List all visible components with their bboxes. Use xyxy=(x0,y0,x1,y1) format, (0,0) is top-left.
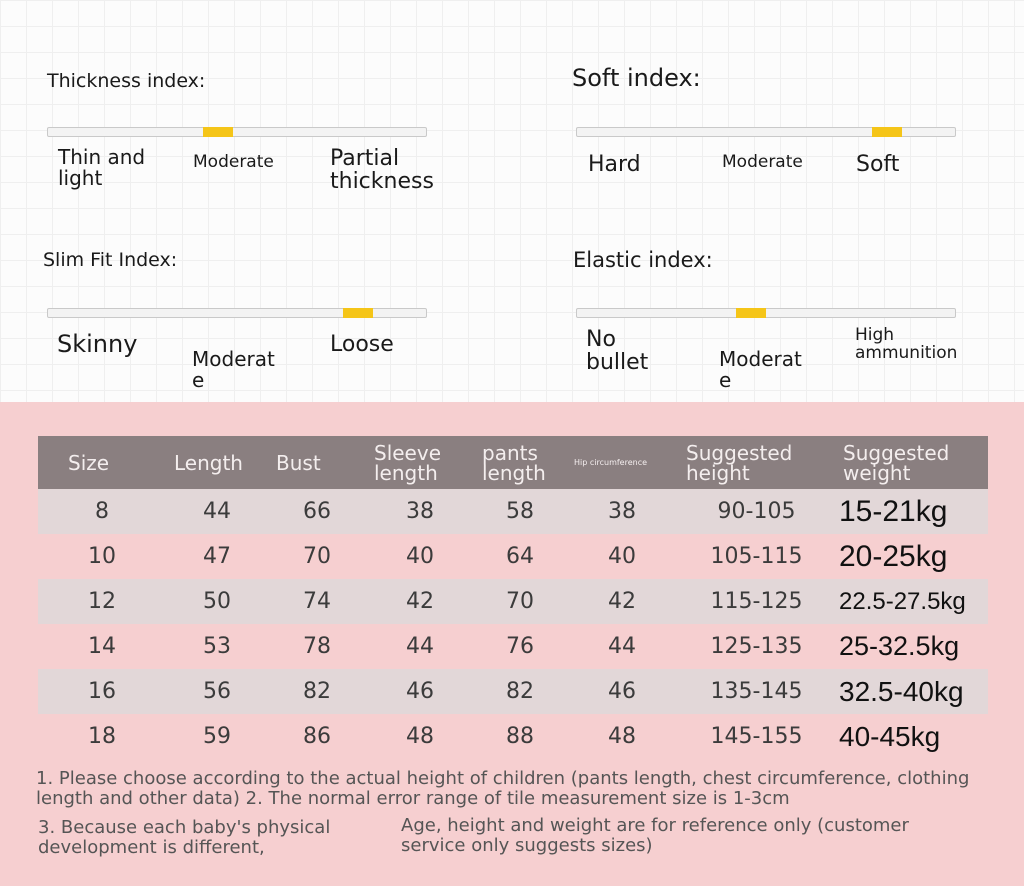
cell-bust: 82 xyxy=(268,669,366,714)
cell-size: 8 xyxy=(38,489,166,534)
cell-length: 50 xyxy=(166,579,268,624)
cell-length: 47 xyxy=(166,534,268,579)
thickness-index-track xyxy=(47,127,427,137)
cell-suggested-weight: 15-21kg xyxy=(835,489,988,534)
size-chart-panel: Size Length Bust Sleeve length pants len… xyxy=(0,402,1024,886)
thickness-index-marker xyxy=(203,127,234,137)
cell-suggested-weight: 25-32.5kg xyxy=(835,624,988,669)
cell-length: 59 xyxy=(166,714,268,759)
elastic-label-middle: Moderate xyxy=(719,347,802,392)
size-note-reference: Age, height and weight are for reference… xyxy=(401,815,909,857)
cell-hip-circumference: 44 xyxy=(566,624,678,669)
soft-index-marker xyxy=(871,127,902,137)
cell-length: 56 xyxy=(166,669,268,714)
cell-suggested-height: 125-135 xyxy=(678,624,835,669)
size-note-1-2: 1. Please choose according to the actual… xyxy=(36,768,970,810)
cell-pants-length: 58 xyxy=(474,489,566,534)
cell-suggested-height: 105-115 xyxy=(678,534,835,579)
header-suggested-weight: Suggested weight xyxy=(835,436,988,489)
header-suggested-height: Suggested height xyxy=(678,436,835,489)
cell-hip-circumference: 40 xyxy=(566,534,678,579)
cell-bust: 74 xyxy=(268,579,366,624)
header-length: Length xyxy=(166,436,268,489)
cell-suggested-weight: 22.5-27.5kg xyxy=(835,579,988,624)
soft-label-middle: Moderate xyxy=(722,152,803,172)
cell-pants-length: 88 xyxy=(474,714,566,759)
cell-pants-length: 76 xyxy=(474,624,566,669)
cell-sleeve-length: 40 xyxy=(366,534,474,579)
size-table: Size Length Bust Sleeve length pants len… xyxy=(38,436,988,759)
cell-bust: 66 xyxy=(268,489,366,534)
slim-fit-index-track xyxy=(47,308,427,318)
soft-label-left: Hard xyxy=(588,152,641,177)
cell-sleeve-length: 44 xyxy=(366,624,474,669)
elastic-index-title: Elastic index: xyxy=(573,248,713,272)
soft-index-track xyxy=(576,127,956,137)
table-row: 16 56 82 46 82 46 135-145 32.5-40kg xyxy=(38,669,988,714)
elastic-label-right: High ammunition xyxy=(855,325,958,363)
size-table-header-row: Size Length Bust Sleeve length pants len… xyxy=(38,436,988,489)
cell-pants-length: 82 xyxy=(474,669,566,714)
cell-size: 10 xyxy=(38,534,166,579)
cell-suggested-height: 145-155 xyxy=(678,714,835,759)
cell-bust: 78 xyxy=(268,624,366,669)
cell-bust: 70 xyxy=(268,534,366,579)
header-size: Size xyxy=(38,436,166,489)
cell-sleeve-length: 48 xyxy=(366,714,474,759)
soft-label-right: Soft xyxy=(856,152,900,177)
cell-sleeve-length: 38 xyxy=(366,489,474,534)
header-sleeve-length: Sleeve length xyxy=(366,436,474,489)
table-row: 10 47 70 40 64 40 105-115 20-25kg xyxy=(38,534,988,579)
cell-suggested-weight: 20-25kg xyxy=(835,534,988,579)
cell-hip-circumference: 42 xyxy=(566,579,678,624)
slim-fit-index-marker xyxy=(342,308,373,318)
slim-fit-label-left: Skinny xyxy=(57,330,138,358)
cell-suggested-weight: 40-45kg xyxy=(835,714,988,759)
table-row: 18 59 86 48 88 48 145-155 40-45kg xyxy=(38,714,988,759)
cell-size: 18 xyxy=(38,714,166,759)
thickness-label-right: Partial thickness xyxy=(330,146,434,195)
thickness-label-left: Thin and light xyxy=(58,145,146,190)
cell-hip-circumference: 48 xyxy=(566,714,678,759)
fabric-index-panel: Thickness index: Thin and light Moderate… xyxy=(0,0,1024,402)
elastic-label-left: No bullet xyxy=(586,327,649,376)
cell-size: 14 xyxy=(38,624,166,669)
cell-bust: 86 xyxy=(268,714,366,759)
header-bust: Bust xyxy=(268,436,366,489)
thickness-index-title: Thickness index: xyxy=(47,70,206,92)
header-pants-length: pants length xyxy=(474,436,566,489)
cell-suggested-height: 115-125 xyxy=(678,579,835,624)
cell-hip-circumference: 46 xyxy=(566,669,678,714)
slim-fit-label-middle: Moderate xyxy=(192,347,275,392)
cell-sleeve-length: 46 xyxy=(366,669,474,714)
soft-index-title: Soft index: xyxy=(572,64,701,92)
header-hip-circumference: Hip circumference xyxy=(566,436,678,489)
table-row: 12 50 74 42 70 42 115-125 22.5-27.5kg xyxy=(38,579,988,624)
slim-fit-label-right: Loose xyxy=(330,332,394,357)
slim-fit-index-title: Slim Fit Index: xyxy=(43,249,178,271)
cell-pants-length: 70 xyxy=(474,579,566,624)
cell-suggested-weight: 32.5-40kg xyxy=(835,669,988,714)
table-row: 14 53 78 44 76 44 125-135 25-32.5kg xyxy=(38,624,988,669)
elastic-index-marker xyxy=(735,308,766,318)
table-row: 8 44 66 38 58 38 90-105 15-21kg xyxy=(38,489,988,534)
cell-length: 44 xyxy=(166,489,268,534)
cell-hip-circumference: 38 xyxy=(566,489,678,534)
cell-length: 53 xyxy=(166,624,268,669)
size-note-3: 3. Because each baby's physical developm… xyxy=(38,817,331,859)
cell-suggested-height: 90-105 xyxy=(678,489,835,534)
cell-size: 16 xyxy=(38,669,166,714)
cell-pants-length: 64 xyxy=(474,534,566,579)
cell-size: 12 xyxy=(38,579,166,624)
cell-suggested-height: 135-145 xyxy=(678,669,835,714)
elastic-index-track xyxy=(576,308,956,318)
cell-sleeve-length: 42 xyxy=(366,579,474,624)
thickness-label-middle: Moderate xyxy=(193,152,274,172)
